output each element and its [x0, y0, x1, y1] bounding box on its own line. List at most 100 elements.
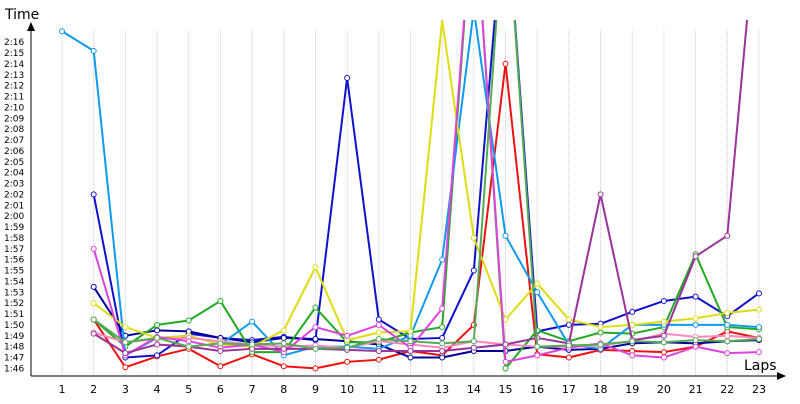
data-point: [534, 352, 541, 359]
y-tick-label: 2:14: [4, 60, 24, 70]
x-tick-label: 5: [185, 383, 192, 396]
data-point: [375, 321, 382, 328]
data-point: [534, 343, 541, 350]
data-point: [154, 341, 161, 348]
data-point: [439, 305, 446, 312]
data-point: [59, 28, 65, 35]
data-point: [312, 304, 319, 311]
data-point: [217, 363, 224, 370]
data-point: [597, 324, 604, 331]
x-tick-label: 23: [752, 383, 766, 396]
series-lines: [59, 20, 762, 372]
x-tick-label: 11: [372, 383, 386, 396]
x-tick-label: 2: [90, 383, 97, 396]
data-point: [755, 349, 762, 356]
y-tick-label: 2:16: [4, 38, 24, 48]
data-point: [217, 340, 224, 347]
data-point: [692, 293, 699, 300]
data-point: [154, 321, 161, 328]
x-tick-label: 1: [59, 383, 66, 396]
x-tick-label: 20: [657, 383, 671, 396]
y-tick-label: 2:09: [4, 114, 24, 124]
data-point: [90, 283, 97, 290]
data-point: [375, 356, 382, 363]
x-tick-label: 21: [689, 383, 703, 396]
data-point: [185, 317, 192, 324]
data-point: [439, 334, 446, 341]
series-line: [93, 20, 760, 370]
data-point: [470, 344, 477, 351]
data-point: [407, 347, 414, 354]
y-tick-label: 2:01: [4, 201, 24, 211]
data-point: [755, 290, 762, 297]
x-tick-label: 9: [312, 383, 319, 396]
data-point: [90, 316, 97, 323]
data-point: [375, 329, 382, 336]
y-tick-label: 1:46: [4, 364, 24, 374]
data-point: [439, 340, 446, 347]
y-tick-label: 1:57: [4, 245, 24, 255]
x-tick-label: 3: [122, 383, 129, 396]
y-tick-label: 1:56: [4, 256, 24, 266]
series-line: [92, 20, 760, 359]
x-tick-label: 14: [467, 383, 481, 396]
data-point: [534, 289, 541, 296]
y-tick-label: 2:15: [4, 49, 24, 59]
x-tick-label: 18: [594, 383, 608, 396]
x-tick-label: 7: [249, 383, 256, 396]
y-tick-label: 1:54: [4, 277, 24, 287]
y-tick-labels: 1:461:471:481:491:501:511:521:531:541:55…: [4, 38, 24, 374]
data-point: [154, 327, 161, 334]
data-point: [280, 363, 287, 370]
axes: Time Laps: [4, 7, 786, 380]
x-tick-label: 12: [403, 383, 417, 396]
x-tick-label: 16: [530, 383, 544, 396]
x-tick-label: 13: [435, 383, 449, 396]
data-point: [597, 191, 604, 198]
data-point: [249, 318, 256, 325]
data-point: [439, 354, 446, 361]
data-point: [439, 324, 446, 331]
data-point: [375, 316, 382, 323]
data-point: [692, 315, 699, 322]
data-point: [312, 324, 319, 331]
y-tick-label: 2:13: [4, 71, 24, 81]
data-point: [755, 324, 762, 331]
data-point: [502, 365, 509, 372]
data-point: [90, 330, 97, 337]
data-point: [185, 343, 192, 350]
data-point: [660, 297, 667, 304]
y-axis-arrow: [27, 22, 35, 31]
x-tick-labels: 1 2 3 4 5 6 7 8 9 10 11 12 13 14 15 16 17 18 19 20 21 22 23: [59, 383, 766, 396]
data-point: [502, 60, 509, 67]
data-point: [692, 337, 699, 344]
data-point: [502, 358, 509, 365]
data-point: [660, 318, 667, 325]
y-tick-label: 2:11: [4, 93, 24, 103]
data-point: [660, 332, 667, 339]
data-point: [90, 245, 97, 252]
data-point: [724, 350, 731, 357]
data-point: [280, 345, 287, 352]
data-point: [724, 309, 731, 316]
y-tick-label: 2:04: [4, 169, 24, 179]
data-point: [217, 297, 224, 304]
data-point: [597, 329, 604, 336]
data-point: [344, 344, 351, 351]
y-axis-title: Time: [4, 7, 39, 23]
y-tick-label: 1:47: [4, 354, 24, 364]
x-tick-label: 22: [720, 383, 734, 396]
data-point: [629, 321, 636, 328]
y-tick-label: 1:49: [4, 332, 24, 342]
series-line: [93, 20, 760, 350]
y-tick-label: 1:50: [4, 321, 24, 331]
data-point: [407, 338, 414, 345]
data-point: [660, 354, 667, 361]
data-point: [534, 280, 541, 287]
data-point: [249, 341, 256, 348]
y-tick-label: 1:55: [4, 267, 24, 277]
data-point: [90, 300, 97, 307]
y-tick-label: 1:59: [4, 223, 24, 233]
data-point: [122, 324, 129, 331]
